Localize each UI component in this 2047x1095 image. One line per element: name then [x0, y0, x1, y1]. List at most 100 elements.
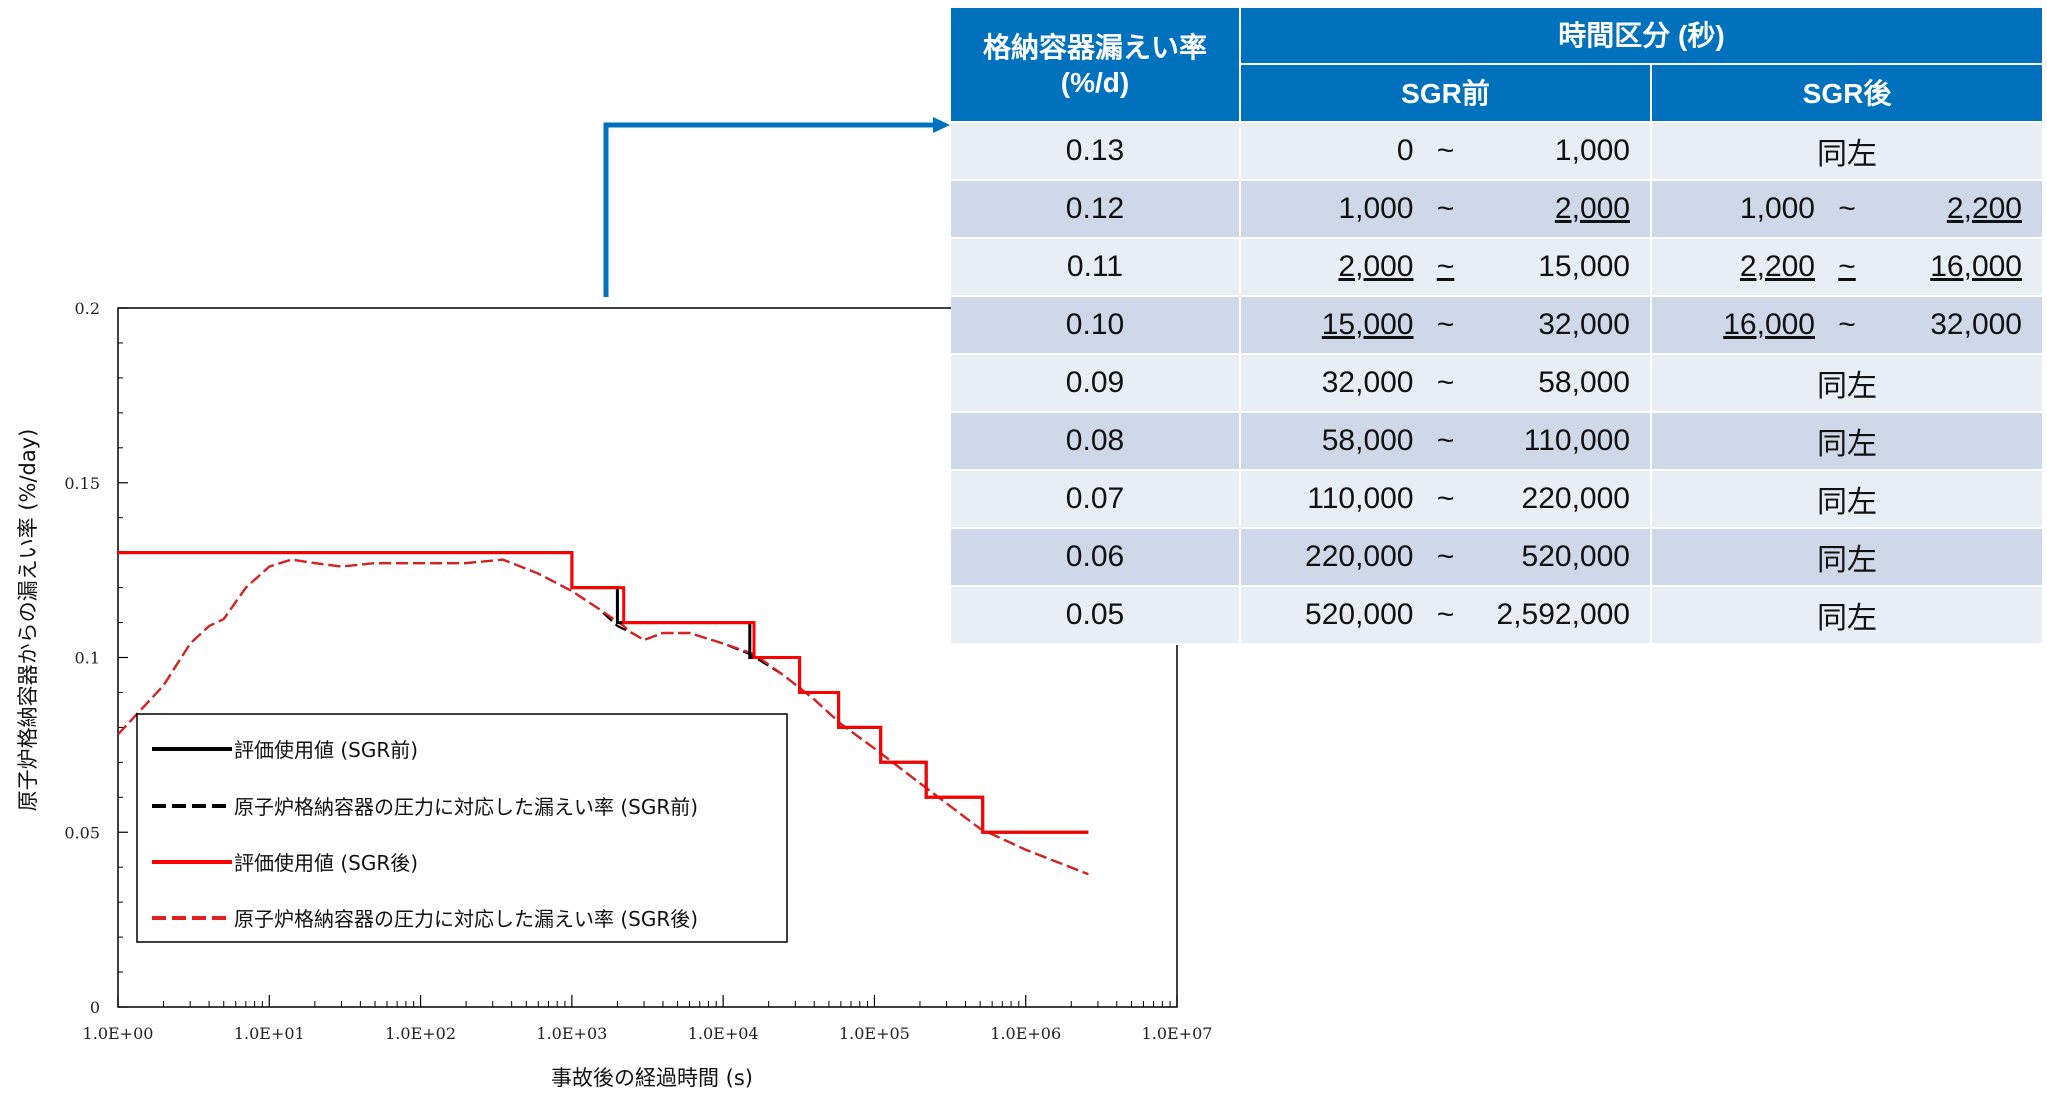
range-from: 520,000 — [1305, 598, 1414, 631]
x-tick-label: 1.0E+00 — [83, 1024, 154, 1043]
same-as-left-cell: 同左 — [1652, 471, 2044, 529]
x-tick-label: 1.0E+07 — [1142, 1024, 1213, 1043]
table-row: 0.10 15,000 ~32,000 16,000 ~32,000 — [951, 297, 2044, 355]
y-tick-label: 0 — [90, 998, 100, 1017]
x-tick-label: 1.0E+05 — [839, 1024, 910, 1043]
range-to: 32,000 — [1930, 308, 2022, 341]
sgr-before-range-cell: 1,000 ~2,000 — [1241, 181, 1652, 239]
range-tilde: ~ — [1436, 192, 1455, 225]
sgr-after-range-cell: 1,000 ~2,200 — [1652, 181, 2044, 239]
leak-rate-cell: 0.05 — [951, 587, 1241, 645]
range-from: 2,000 — [1338, 250, 1414, 283]
table-header-sgr-before: SGR前 — [1241, 65, 1652, 123]
x-tick-label: 1.0E+06 — [990, 1024, 1061, 1043]
y-axis-title: 原子炉格納容器からの漏えい率 (%/day) — [16, 429, 40, 812]
table-row: 0.11 2,000 ~15,000 2,200 ~16,000 — [951, 239, 2044, 297]
table-row: 0.07 110,000 ~220,000 同左 — [951, 471, 2044, 529]
range-from: 16,000 — [1723, 308, 1815, 341]
same-as-left-cell: 同左 — [1652, 413, 2044, 471]
range-from: 32,000 — [1321, 366, 1414, 399]
leak-rate-cell: 0.13 — [951, 123, 1241, 181]
table-row: 0.05 520,000 ~2,592,000 同左 — [951, 587, 2044, 645]
sgr-before-range-cell: 32,000 ~58,000 — [1241, 355, 1652, 413]
leak-rate-cell: 0.10 — [951, 297, 1241, 355]
same-as-left-cell: 同左 — [1652, 355, 2044, 413]
range-from: 58,000 — [1321, 424, 1414, 457]
y-tick-label: 0.2 — [75, 299, 100, 318]
same-as-left-cell: 同左 — [1652, 123, 2044, 181]
sgr-after-range-cell: 2,200 ~16,000 — [1652, 239, 2044, 297]
range-tilde: ~ — [1838, 308, 1856, 341]
table-row: 0.06 220,000 ~520,000 同左 — [951, 529, 2044, 587]
leak-rate-cell: 0.07 — [951, 471, 1241, 529]
legend-label-red-solid: 評価使用値 (SGR後) — [234, 851, 418, 875]
table-row: 0.09 32,000 ~58,000 同左 — [951, 355, 2044, 413]
leak-rate-cell: 0.12 — [951, 181, 1241, 239]
legend: 評価使用値 (SGR前) 原子炉格納容器の圧力に対応した漏えい率 (SGR前) … — [136, 713, 788, 943]
leak-rate-cell: 0.11 — [951, 239, 1241, 297]
table-header-sgr-after: SGR後 — [1652, 65, 2044, 123]
sgr-before-range-cell: 110,000 ~220,000 — [1241, 471, 1652, 529]
x-tick-label: 1.0E+01 — [234, 1024, 305, 1043]
header-rate-line2: (%/d) — [1060, 66, 1130, 98]
range-to: 2,200 — [1946, 192, 2022, 225]
range-tilde: ~ — [1436, 482, 1455, 515]
series-line-2 — [118, 551, 1089, 834]
same-as-left-cell: 同左 — [1652, 529, 2044, 587]
sgr-before-range-cell: 520,000 ~2,592,000 — [1241, 587, 1652, 645]
range-from: 15,000 — [1321, 308, 1414, 341]
range-from: 110,000 — [1307, 482, 1414, 515]
same-as-left-cell: 同左 — [1652, 587, 2044, 645]
range-to: 58,000 — [1538, 366, 1630, 399]
range-from: 220,000 — [1305, 540, 1414, 573]
y-tick-label: 0.15 — [64, 474, 100, 493]
range-to: 110,000 — [1523, 424, 1630, 457]
sgr-after-range-cell: 16,000 ~32,000 — [1652, 297, 2044, 355]
x-axis-title: 事故後の経過時間 (s) — [551, 1066, 753, 1090]
range-tilde: ~ — [1436, 540, 1455, 573]
table-row: 0.08 58,000 ~110,000 同左 — [951, 413, 2044, 471]
range-tilde: ~ — [1436, 598, 1455, 631]
range-to: 15,000 — [1538, 250, 1630, 283]
sgr-before-range-cell: 15,000 ~32,000 — [1241, 297, 1652, 355]
sgr-before-range-cell: 2,000 ~15,000 — [1241, 239, 1652, 297]
range-to: 16,000 — [1930, 250, 2022, 283]
range-tilde: ~ — [1838, 192, 1856, 225]
range-tilde: ~ — [1436, 308, 1455, 341]
range-from: 0 — [1396, 134, 1414, 167]
range-to: 32,000 — [1538, 308, 1630, 341]
y-tick-label: 0.1 — [75, 649, 100, 668]
table-row: 0.12 1,000 ~2,000 1,000 ~2,200 — [951, 181, 2044, 239]
x-tick-label: 1.0E+04 — [688, 1024, 759, 1043]
table-connector-arrow — [603, 117, 950, 297]
range-to: 520,000 — [1521, 540, 1630, 573]
range-to: 2,592,000 — [1496, 598, 1630, 631]
sgr-before-range-cell: 58,000 ~110,000 — [1241, 413, 1652, 471]
range-from: 2,200 — [1739, 250, 1815, 283]
range-tilde: ~ — [1436, 134, 1455, 167]
range-from: 1,000 — [1739, 192, 1815, 225]
x-tick-label: 1.0E+02 — [385, 1024, 456, 1043]
leak-rate-cell: 0.06 — [951, 529, 1241, 587]
leak-rate-table: 格納容器漏えい率 (%/d) 時間区分 (秒) SGR前 SGR後 0.13 0 ~… — [951, 8, 2044, 645]
sgr-before-range-cell: 0 ~1,000 — [1241, 123, 1652, 181]
range-tilde: ~ — [1436, 366, 1455, 399]
x-tick-label: 1.0E+03 — [536, 1024, 607, 1043]
header-rate-line1: 格納容器漏えい率 — [982, 31, 1207, 63]
y-tick-label: 0.05 — [64, 823, 100, 842]
leak-rate-cell: 0.08 — [951, 413, 1241, 471]
sgr-before-range-cell: 220,000 ~520,000 — [1241, 529, 1652, 587]
range-to: 1,000 — [1554, 134, 1630, 167]
legend-label-black-dashed: 原子炉格納容器の圧力に対応した漏えい率 (SGR前) — [234, 795, 698, 819]
range-tilde: ~ — [1436, 424, 1455, 457]
range-to: 220,000 — [1521, 482, 1630, 515]
range-to: 2,000 — [1554, 192, 1630, 225]
table-row: 0.13 0 ~1,000 同左 — [951, 123, 2044, 181]
legend-label-black-solid: 評価使用値 (SGR前) — [234, 738, 418, 762]
range-from: 1,000 — [1338, 192, 1414, 225]
range-tilde: ~ — [1436, 250, 1455, 283]
table-header-interval: 時間区分 (秒) — [1241, 8, 2044, 65]
legend-label-red-dashed: 原子炉格納容器の圧力に対応した漏えい率 (SGR後) — [234, 907, 698, 931]
table-header-rate: 格納容器漏えい率 (%/d) — [951, 8, 1241, 123]
